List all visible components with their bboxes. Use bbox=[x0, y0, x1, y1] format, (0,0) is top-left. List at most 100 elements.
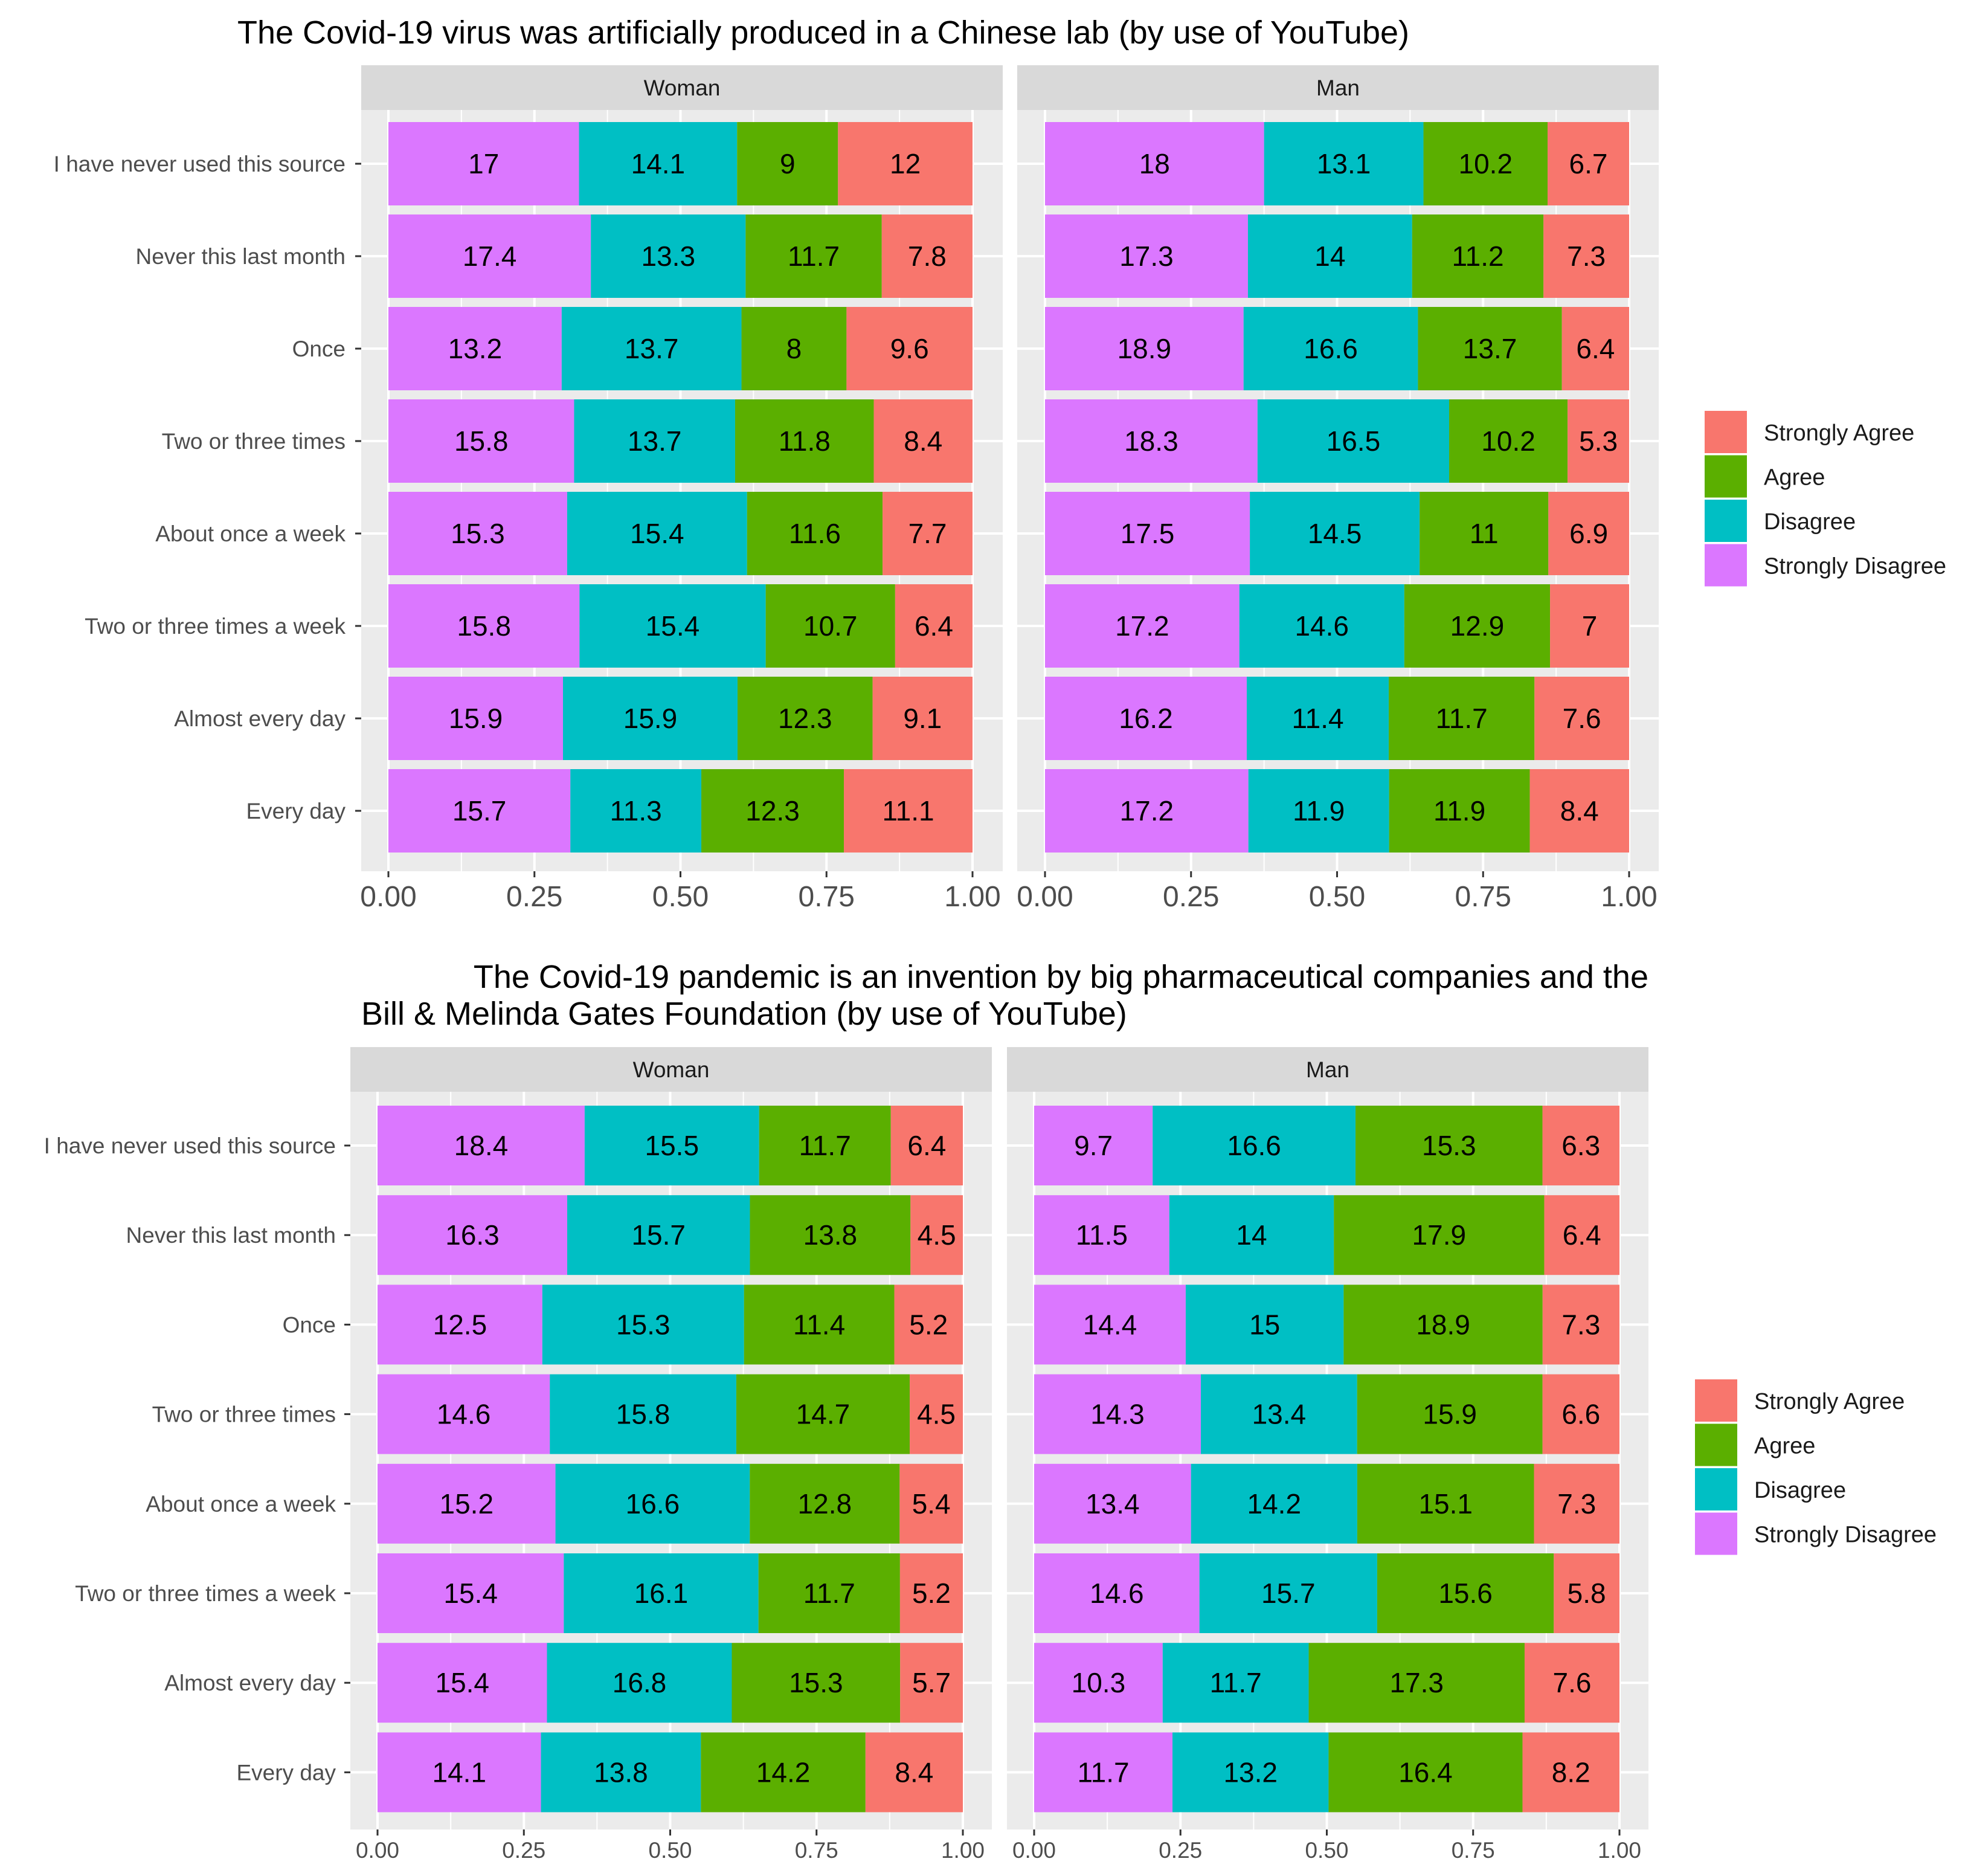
bar-value-label: 16.5 bbox=[1326, 425, 1381, 457]
y-tick-label: Once bbox=[283, 1312, 336, 1337]
bar-segment-agree bbox=[1334, 1195, 1545, 1275]
bar-value-label: 15.4 bbox=[435, 1667, 489, 1698]
bar-segment-strongly-disagree bbox=[388, 584, 580, 668]
bar-value-label: 16.1 bbox=[634, 1578, 689, 1609]
facet-strip bbox=[1007, 1047, 1648, 1092]
bar-segment-disagree bbox=[561, 307, 742, 390]
chart-1: The Covid-19 virus was artificially prod… bbox=[54, 15, 1946, 913]
bar-value-label: 7 bbox=[1582, 610, 1598, 642]
bar-segment-strongly-disagree bbox=[378, 1463, 556, 1544]
bar-value-label: 11.7 bbox=[1077, 1756, 1129, 1788]
x-tick-label: 1.00 bbox=[944, 881, 1000, 913]
bar-value-label: 14.4 bbox=[1083, 1309, 1137, 1340]
bar-segment-strongly-disagree bbox=[388, 677, 564, 760]
bar-segment-strongly-agree bbox=[1534, 677, 1629, 760]
bar-value-label: 8 bbox=[786, 333, 802, 364]
bar-value-label: 11.4 bbox=[793, 1309, 845, 1340]
bar-value-label: 11.8 bbox=[779, 425, 831, 457]
bar-value-label: 17.3 bbox=[1119, 240, 1174, 272]
bar-value-label: 17.3 bbox=[1389, 1667, 1444, 1698]
bar-segment-strongly-disagree bbox=[388, 214, 591, 298]
bar-value-label: 14.6 bbox=[1294, 610, 1349, 642]
bar-segment-disagree bbox=[564, 1553, 759, 1633]
bar-value-label: 12.8 bbox=[798, 1488, 852, 1520]
bar-segment-strongly-disagree bbox=[388, 769, 571, 853]
facet-strip bbox=[1017, 65, 1659, 110]
legend-key-strongly-disagree bbox=[1705, 544, 1747, 587]
bar-segment-strongly-agree bbox=[883, 492, 973, 575]
bar-value-label: 12.3 bbox=[745, 795, 800, 827]
bar-value-label: 15.4 bbox=[646, 610, 700, 642]
bar-value-label: 18 bbox=[1139, 148, 1170, 179]
bar-value-label: 18.9 bbox=[1117, 333, 1172, 364]
bar-segment-strongly-agree bbox=[899, 1553, 963, 1633]
bar-value-label: 13.7 bbox=[625, 333, 679, 364]
legend-label: Strongly Agree bbox=[1754, 1389, 1905, 1414]
facet-man: Man 9.7 16.6 15.3 6.3 11.5 14 17.9 6.4 14.4 15 18.9… bbox=[1007, 1047, 1648, 1863]
bar-segment-disagree bbox=[542, 1285, 744, 1365]
bar-segment-disagree bbox=[1162, 1643, 1309, 1723]
bar-value-label: 10.2 bbox=[1481, 425, 1535, 457]
bar-segment-agree bbox=[747, 492, 883, 575]
bar-segment-strongly-agree bbox=[1529, 769, 1629, 853]
bar-value-label: 7.3 bbox=[1557, 1488, 1596, 1520]
y-tick-label: Once bbox=[292, 337, 346, 361]
bar-segment-strongly-disagree bbox=[1045, 399, 1258, 483]
bar-value-label: 9 bbox=[780, 148, 796, 179]
bar-value-label: 6.4 bbox=[1563, 1219, 1601, 1251]
bar-segment-strongly-agree bbox=[838, 122, 973, 205]
bar-value-label: 16.4 bbox=[1398, 1756, 1453, 1788]
bar-value-label: 9.6 bbox=[890, 333, 929, 364]
bar-segment-disagree bbox=[1257, 399, 1450, 483]
y-tick-label: Every day bbox=[246, 799, 346, 824]
bar-segment-disagree bbox=[563, 677, 738, 760]
bar-value-label: 6.9 bbox=[1569, 518, 1608, 549]
x-tick-label: 0.25 bbox=[502, 1838, 545, 1863]
bar-value-label: 13.2 bbox=[1223, 1756, 1278, 1788]
bar-value-label: 12.5 bbox=[433, 1309, 487, 1340]
y-tick-label: Almost every day bbox=[174, 706, 346, 731]
bar-segment-strongly-agree bbox=[1568, 399, 1629, 483]
bar-value-label: 7.6 bbox=[1563, 703, 1601, 734]
bar-value-label: 11.9 bbox=[1433, 795, 1485, 827]
y-tick-label: Two or three times bbox=[152, 1402, 336, 1427]
x-tick-label: 0.25 bbox=[506, 881, 562, 913]
bar-segment-strongly-agree bbox=[1550, 584, 1629, 668]
bar-value-label: 15.9 bbox=[623, 703, 678, 734]
bar-segment-agree bbox=[750, 1463, 900, 1544]
bar-segment-strongly-agree bbox=[1524, 1643, 1619, 1723]
bar-value-label: 7.3 bbox=[1561, 1309, 1600, 1340]
bar-value-label: 5.4 bbox=[912, 1488, 951, 1520]
bar-value-label: 17.2 bbox=[1120, 795, 1174, 827]
bar-value-label: 16.6 bbox=[1304, 333, 1358, 364]
bar-value-label: 15.7 bbox=[1261, 1578, 1316, 1609]
facet-man: Man 18 13.1 10.2 6.7 17.3 14 11.2 7.3 18.9 16.6 13.… bbox=[1017, 65, 1659, 913]
bar-value-label: 14 bbox=[1236, 1219, 1267, 1251]
bar-value-label: 8.4 bbox=[1560, 795, 1599, 827]
bar-segment-disagree bbox=[567, 492, 747, 575]
x-tick-label: 1.00 bbox=[1598, 1838, 1641, 1863]
bar-value-label: 15.7 bbox=[631, 1219, 686, 1251]
facet-woman: Woman 18.4 15.5 11.7 6.4 16.3 15.7 13.8 4.5 12.5 1… bbox=[350, 1047, 992, 1863]
bar-segment-strongly-disagree bbox=[378, 1195, 568, 1275]
bar-value-label: 6.4 bbox=[1576, 333, 1615, 364]
x-tick-label: 0.50 bbox=[652, 881, 709, 913]
bar-value-label: 14.1 bbox=[631, 148, 686, 179]
bar-segment-strongly-agree bbox=[1544, 1195, 1619, 1275]
bar-value-label: 17.2 bbox=[1115, 610, 1169, 642]
bar-value-label: 15.2 bbox=[440, 1488, 494, 1520]
bar-value-label: 14.1 bbox=[433, 1756, 487, 1788]
bar-segment-disagree bbox=[584, 1106, 759, 1185]
legend-label: Agree bbox=[1754, 1434, 1815, 1459]
bar-segment-disagree bbox=[1243, 307, 1418, 390]
x-tick-label: 0.50 bbox=[648, 1838, 692, 1863]
bar-segment-strongly-agree bbox=[890, 1106, 963, 1185]
bar-value-label: 8.4 bbox=[895, 1756, 933, 1788]
bar-value-label: 13.8 bbox=[803, 1219, 858, 1251]
bar-segment-agree bbox=[1404, 584, 1551, 668]
bar-segment-agree bbox=[1357, 1374, 1543, 1454]
legend-key-strongly-disagree bbox=[1695, 1512, 1737, 1555]
bar-value-label: 15.9 bbox=[449, 703, 503, 734]
bar-value-label: 5.2 bbox=[909, 1309, 948, 1340]
bar-value-label: 18.9 bbox=[1416, 1309, 1470, 1340]
